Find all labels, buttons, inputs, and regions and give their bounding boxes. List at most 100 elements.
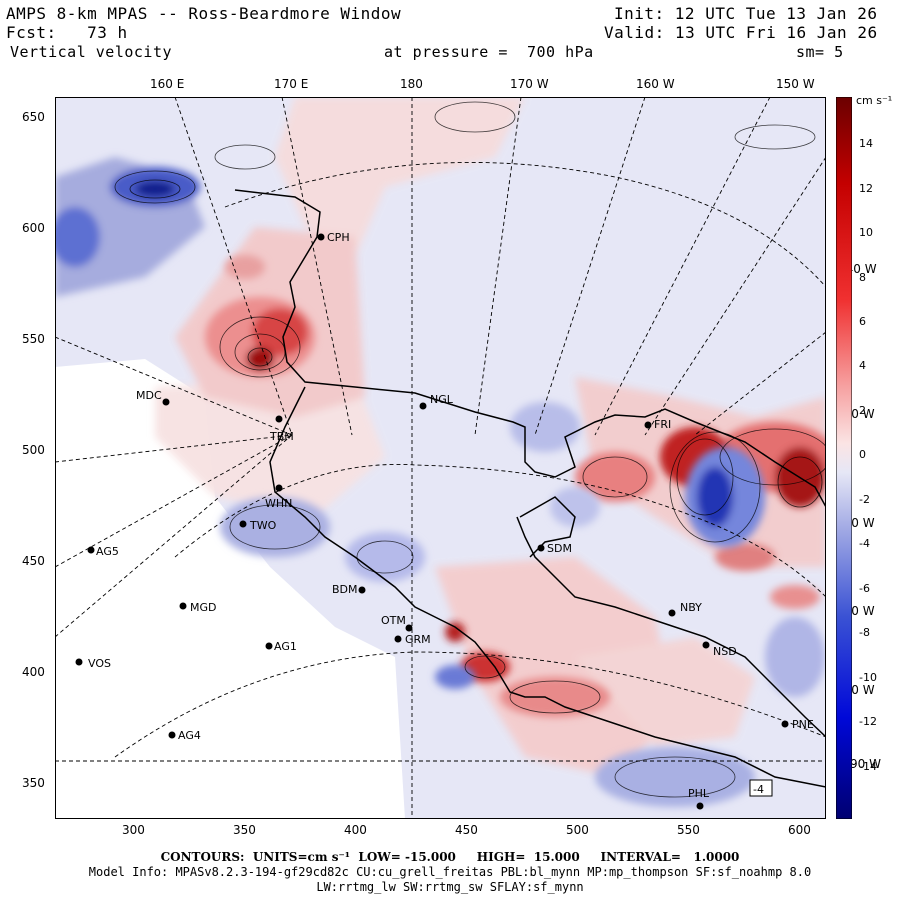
y-tick-400: 400 [22,665,45,679]
station-marker [644,421,652,429]
station-two[interactable]: TWO [239,519,277,532]
station-marker [168,731,176,739]
cbar-label-2: 2 [859,404,866,417]
x-tick-300: 300 [122,823,145,837]
station-marker [239,520,247,528]
station-label: WHN [265,497,292,510]
station-marker [87,546,95,554]
station-fri[interactable]: FRI [644,418,672,431]
station-label: MGD [190,601,217,614]
weak-positive-areas [155,97,826,777]
y-tick-500: 500 [22,443,45,457]
cbar-label-neg10: -10 [859,671,877,684]
station-phl[interactable]: PHL [688,787,710,810]
y-tick-550: 550 [22,332,45,346]
station-label: TWO [249,519,277,532]
station-marker [781,720,789,728]
positive-areas [205,255,826,717]
station-marker [162,398,170,406]
station-label: PNE [792,718,814,731]
station-mgd[interactable]: MGD [179,601,217,614]
lon-label-150w: 150 W [776,77,815,91]
contour-lines [114,101,826,798]
station-marker [537,544,545,552]
negative-areas [55,157,825,807]
station-mdc[interactable]: MDC [136,389,170,406]
contour-info: CONTOURS: UNITS=cm s⁻¹ LOW= -15.000 HIGH… [160,850,740,864]
station-label: TBM [269,430,294,443]
station-vos[interactable]: VOS [75,657,111,670]
map-frame [55,97,826,819]
cbar-label-6: 6 [859,315,866,328]
station-grm[interactable]: GRM [394,633,431,646]
field-name: Vertical velocity [10,43,173,61]
station-label: NBY [680,601,702,614]
x-tick-350: 350 [233,823,256,837]
station-ngl[interactable]: NGL [419,393,454,410]
station-whn[interactable]: WHN [265,484,292,511]
station-label: OTM [381,614,406,627]
cbar-label-neg8: -8 [859,626,870,639]
station-marker [358,586,366,594]
station-pne[interactable]: PNE [781,718,814,731]
model-info: Model Info: MPASv8.2.3-194-gf29cd82c CU:… [88,865,812,879]
x-tick-400: 400 [344,823,367,837]
station-sdm[interactable]: SDM [537,542,572,555]
station-marker [668,609,676,617]
graticule [55,97,826,819]
map-panel [55,97,826,819]
cbar-label-12: 12 [859,182,873,195]
station-label: GRM [405,633,431,646]
station-ag1[interactable]: AG1 [265,640,297,653]
station-marker [75,658,83,666]
lon-label-160w: 160 W [636,77,675,91]
colorbar-unit: cm s⁻¹ [856,94,893,107]
station-label: SDM [547,542,572,555]
station-nby[interactable]: NBY [668,601,703,617]
station-label: VOS [88,657,111,670]
station-label: FRI [654,418,671,431]
station-marker [275,484,283,492]
lon-label-180: 180 [400,77,423,91]
station-marker [702,641,710,649]
station-marker [419,402,427,410]
y-tick-650: 650 [22,110,45,124]
station-label: MDC [136,389,162,402]
lon-label-90w: 90 W [850,757,881,771]
station-ag5[interactable]: AG5 [87,545,119,558]
station-label: AG4 [178,729,201,742]
station-nsd[interactable]: NSD [702,641,737,659]
station-marker [696,802,704,810]
lon-label-170w: 170 W [510,77,549,91]
svg-text:-4: -4 [753,783,764,796]
station-marker [179,602,187,610]
cbar-label-10: 10 [859,226,873,239]
no-data-region [55,359,405,819]
x-tick-550: 550 [677,823,700,837]
cbar-label-neg4: -4 [859,537,870,550]
y-tick-600: 600 [22,221,45,235]
cbar-label-neg14: -14 [859,760,877,773]
cbar-label-4: 4 [859,359,866,372]
lon-label-160e: 160 E [150,77,185,91]
station-bdm[interactable]: BDM [332,583,366,596]
cbar-label-neg12: -12 [859,715,877,728]
station-marker [394,635,402,643]
smoothing: sm= 5 [796,43,844,61]
station-cph[interactable]: CPH [317,231,350,244]
cbar-label-neg6: -6 [859,582,870,595]
station-label: NGL [430,393,454,406]
x-tick-600: 600 [788,823,811,837]
station-label: CPH [327,231,350,244]
station-otm[interactable]: OTM [381,614,413,632]
y-tick-450: 450 [22,554,45,568]
station-label: PHL [688,787,710,800]
cbar-label-neg2: -2 [859,493,870,506]
value-marker: -4 [749,779,773,797]
coastline [234,189,826,788]
station-ag4[interactable]: AG4 [168,729,201,742]
station-label: AG5 [96,545,119,558]
lon-label-170e: 170 E [274,77,309,91]
station-tbm[interactable]: TBM [269,415,294,444]
